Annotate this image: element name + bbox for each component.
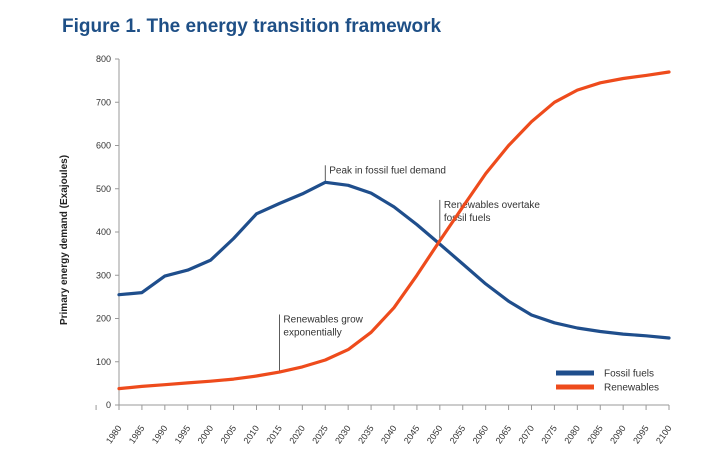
x-tick-label: 2000 <box>196 423 216 445</box>
x-tick-label: 1995 <box>173 423 193 445</box>
x-tick-label: 1990 <box>150 423 170 445</box>
x-tick-label: 2060 <box>471 423 491 445</box>
y-tick-label: 700 <box>96 97 111 107</box>
x-tick-label: 2045 <box>402 423 422 445</box>
x-tick-label: 2040 <box>379 423 399 445</box>
x-axis: 1980 1985 1990 1995 2000 2005 2010 2015 2020 2025… <box>95 404 674 446</box>
legend-label-fossil-fuels: Fossil fuels <box>604 369 654 380</box>
x-tick-label: 1980 <box>104 423 124 445</box>
y-tick-label: 500 <box>96 184 111 194</box>
x-tick-label: 2085 <box>585 423 605 445</box>
x-tick-label: 2095 <box>631 423 651 445</box>
x-tick-label: 2070 <box>516 423 536 445</box>
annotation-label: Peak in fossil fuel demand <box>329 165 446 176</box>
x-tick-label: 2065 <box>494 423 514 445</box>
legend: Fossil fuels Renewables <box>556 369 659 394</box>
y-tick-label: 100 <box>96 357 111 367</box>
y-tick-label: 600 <box>96 141 111 151</box>
x-tick-label: 2075 <box>539 423 559 445</box>
x-tick-label: 2025 <box>310 423 330 445</box>
x-tick-label: 2005 <box>219 423 239 445</box>
x-tick-label: 2090 <box>608 423 628 445</box>
x-tick-label: 2010 <box>241 423 261 445</box>
series-line-fossil-fuels <box>117 180 671 340</box>
x-tick-label: 2030 <box>333 423 353 445</box>
x-tick-label: 2055 <box>448 423 468 445</box>
y-tick-label: 200 <box>96 314 111 324</box>
series-lines <box>117 70 671 391</box>
y-tick-label: 300 <box>96 270 111 280</box>
x-tick-label: 2100 <box>654 423 674 445</box>
annotation-label: Renewables overtake fossil fuels <box>444 200 541 224</box>
y-tick-label: 0 <box>106 400 111 410</box>
x-tick-label: 2080 <box>562 423 582 445</box>
figure-title: Figure 1. The energy transition framewor… <box>62 16 442 37</box>
y-axis-label: Primary energy demand (Exajoules) <box>59 155 70 325</box>
series-line-renewables <box>117 70 671 391</box>
x-tick-label: 2020 <box>287 423 307 445</box>
x-tick-label: 2050 <box>425 423 445 445</box>
x-tick-label: 2015 <box>264 423 284 445</box>
x-tick-label: 2035 <box>356 423 376 445</box>
y-axis: 0 100 200 300 400 500 600 700 800 <box>96 54 120 410</box>
x-tick-label: 1985 <box>127 423 147 445</box>
y-tick-label: 400 <box>96 227 111 237</box>
y-tick-label: 800 <box>96 54 111 64</box>
annotation-label: Renewables grow exponentially <box>283 315 363 339</box>
annotations: Peak in fossil fuel demand Renewables ove… <box>279 165 541 373</box>
legend-label-renewables: Renewables <box>604 383 659 394</box>
